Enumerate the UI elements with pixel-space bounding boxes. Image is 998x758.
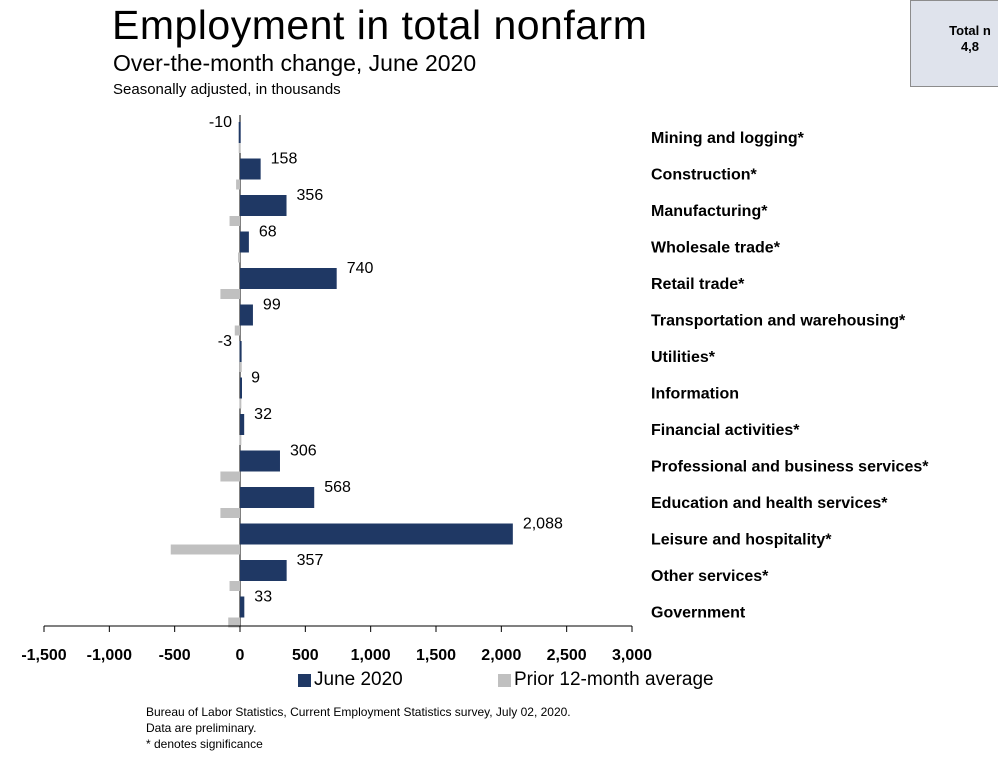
category-label: Financial activities* — [651, 422, 800, 439]
legend-label-june-2020: June 2020 — [314, 669, 403, 690]
prior-average-bar — [238, 252, 241, 263]
june-2020-bar — [240, 450, 280, 472]
chart-title: Employment in total nonfarm — [112, 2, 648, 48]
prior-average-bar — [220, 508, 240, 518]
category-label: Mining and logging* — [651, 130, 805, 147]
source-line: Bureau of Labor Statistics, Current Empl… — [146, 705, 571, 719]
legend-swatch-prior-average — [498, 673, 511, 687]
data-label: 357 — [297, 552, 324, 569]
prior-average-bar — [236, 179, 240, 190]
data-label: 356 — [297, 187, 324, 204]
category-label: Utilities* — [651, 349, 716, 366]
data-label: 33 — [254, 589, 272, 606]
june-2020-bar — [239, 341, 242, 362]
june-2020-bar — [240, 268, 337, 289]
data-label: 306 — [290, 443, 317, 460]
significance-note: * denotes significance — [146, 737, 263, 751]
data-label: -10 — [209, 114, 232, 131]
prior-average-bar — [220, 471, 240, 482]
chart-subtitle: Over-the-month change, June 2020 — [113, 50, 477, 76]
data-label: 32 — [254, 406, 272, 423]
legend-item-prior-average: Prior 12-month average — [498, 668, 714, 692]
category-label: Manufacturing* — [651, 203, 768, 220]
category-label: Wholesale trade* — [651, 240, 781, 257]
chart-source: Bureau of Labor Statistics, Current Empl… — [146, 704, 571, 752]
x-tick-label: 0 — [236, 647, 245, 664]
category-label: Transportation and warehousing* — [651, 313, 906, 330]
prior-average-bar — [228, 617, 240, 628]
june-2020-bar — [240, 195, 287, 216]
x-tick-label: 2,000 — [481, 647, 521, 664]
june-2020-bar — [240, 560, 287, 581]
june-2020-bar — [240, 523, 513, 545]
prior-average-bar — [229, 216, 240, 226]
total-nonfarm-callout: Total n 4,8 — [910, 0, 998, 87]
callout-line-2: 4,8 — [960, 39, 980, 54]
x-tick-label: 500 — [292, 647, 319, 664]
prior-average-bar — [239, 362, 242, 372]
data-label: 9 — [251, 370, 260, 387]
prior-average-bar — [238, 143, 241, 153]
category-label: Retail trade* — [651, 276, 745, 293]
x-tick-label: 1,500 — [416, 647, 456, 664]
prior-average-bar — [170, 544, 240, 555]
prior-average-bar — [229, 581, 240, 591]
x-tick-label: -500 — [159, 647, 191, 664]
data-label: 99 — [263, 297, 281, 314]
chart-note: Seasonally adjusted, in thousands — [113, 81, 341, 98]
prior-average-bar — [239, 398, 242, 409]
category-label: Information — [651, 386, 739, 403]
june-2020-bar — [240, 304, 253, 326]
legend-item-june-2020: June 2020 — [298, 668, 403, 692]
data-label: 568 — [324, 479, 351, 496]
prior-average-bar — [234, 325, 240, 336]
category-label: Leisure and hospitality* — [651, 532, 832, 549]
june-2020-bar — [238, 122, 241, 143]
prior-average-bar — [220, 289, 240, 299]
june-2020-bar — [240, 487, 315, 508]
data-label: 158 — [271, 151, 298, 168]
preliminary-note: Data are preliminary. — [146, 721, 257, 735]
category-label: Professional and business services* — [651, 459, 929, 476]
x-tick-label: 3,000 — [612, 647, 652, 664]
june-2020-bar — [240, 414, 245, 435]
category-label: Government — [651, 605, 746, 622]
legend-label-prior-average: Prior 12-month average — [514, 669, 714, 690]
june-2020-bar — [240, 596, 245, 618]
x-tick-label: 2,500 — [547, 647, 587, 664]
category-label: Construction* — [651, 167, 758, 184]
callout-line-1: Total n — [949, 23, 991, 38]
x-tick-label: -1,500 — [21, 647, 66, 664]
june-2020-bar — [240, 158, 261, 180]
category-label: Other services* — [651, 568, 769, 585]
legend-swatch-june-2020 — [298, 673, 311, 687]
data-label: 68 — [259, 224, 277, 241]
x-tick-label: -1,000 — [87, 647, 132, 664]
data-label: 740 — [347, 260, 374, 277]
x-tick-label: 1,000 — [351, 647, 391, 664]
june-2020-bar — [240, 231, 249, 253]
category-label: Education and health services* — [651, 495, 888, 512]
data-label: 2,088 — [523, 516, 563, 533]
june-2020-bar — [240, 377, 242, 399]
prior-average-bar — [239, 435, 242, 445]
data-label: -3 — [218, 333, 232, 350]
